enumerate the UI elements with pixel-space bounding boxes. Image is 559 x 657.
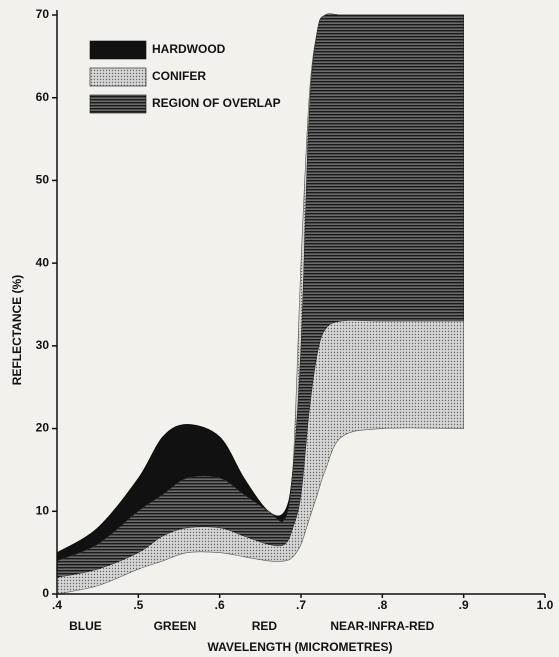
x-tick-label: .6 xyxy=(215,598,225,612)
x-tick-label: .4 xyxy=(52,598,62,612)
y-tick-label: 60 xyxy=(36,90,50,104)
legend-swatch xyxy=(89,40,147,60)
region-label: RED xyxy=(252,619,278,633)
region-label: NEAR-INFRA-RED xyxy=(330,619,434,633)
legend-swatch xyxy=(89,67,147,87)
region-label: GREEN xyxy=(154,619,197,633)
legend-swatch xyxy=(89,94,147,114)
x-tick-label: .5 xyxy=(133,598,143,612)
x-tick-label: .7 xyxy=(296,598,306,612)
y-tick-label: 10 xyxy=(36,503,50,517)
legend-label: REGION OF OVERLAP xyxy=(152,96,281,110)
x-tick-label: .8 xyxy=(377,598,387,612)
y-tick-label: 40 xyxy=(36,255,50,269)
region-label: BLUE xyxy=(69,619,102,633)
y-axis-label: REFLECTANCE (%) xyxy=(10,275,24,385)
y-tick-label: 70 xyxy=(36,7,50,21)
y-tick-label: 50 xyxy=(36,173,50,187)
overlap-area xyxy=(56,13,464,578)
legend-label: CONIFER xyxy=(152,69,206,83)
legend-label: HARDWOOD xyxy=(152,42,226,56)
y-tick-label: 30 xyxy=(36,338,50,352)
y-tick-label: 0 xyxy=(42,586,49,600)
x-tick-label: 1.0 xyxy=(537,598,554,612)
x-tick-label: .9 xyxy=(459,598,469,612)
y-tick-label: 20 xyxy=(36,421,50,435)
x-axis-label: WAVELENGTH (MICROMETRES) xyxy=(207,640,392,654)
